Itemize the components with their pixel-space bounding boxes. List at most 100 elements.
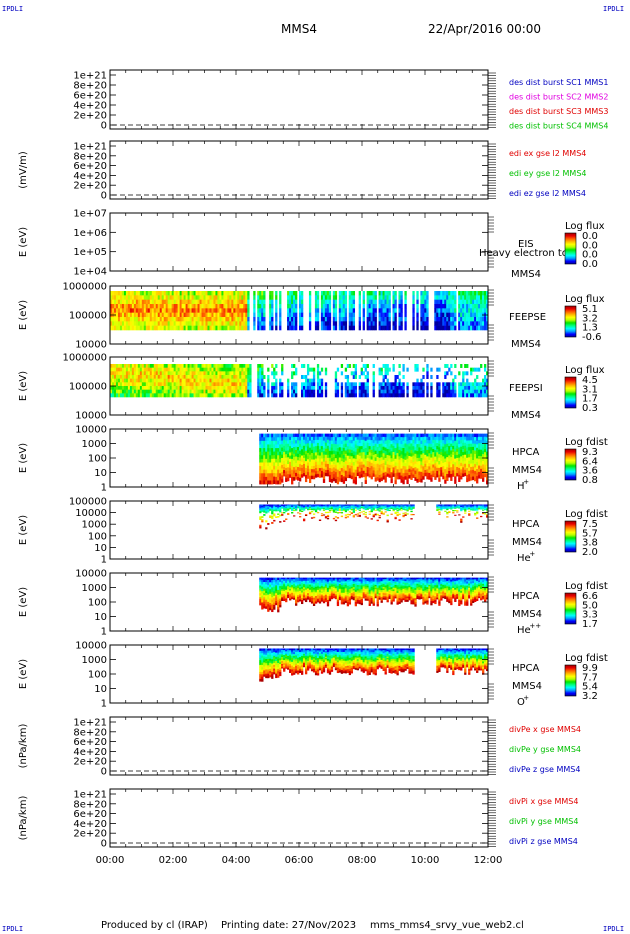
spectrogram-cell [364,386,367,390]
spectrogram-cell [115,295,119,300]
spectrogram-cell [163,364,167,368]
spectrogram-cell [464,299,467,305]
spectrogram-cell [356,445,359,449]
spectrogram-cell [239,312,242,318]
spectrogram-cell [143,325,147,331]
spectrogram-cell [350,472,354,476]
spectrogram-cell [139,312,143,318]
spectrogram-cell [149,393,153,398]
spectrogram-cell [472,308,475,313]
spectrogram-cell [464,364,467,368]
spectrogram-cell [350,382,354,387]
spectrogram-cell [285,457,288,462]
spectrogram-cell [442,325,445,331]
spectrogram-cell [470,463,473,468]
spectrogram-cell [137,393,141,398]
spectrogram-cell [322,514,326,516]
spectrogram-cell [438,467,441,472]
spectrogram-cell [312,507,316,510]
spectrogram-cell [468,325,471,331]
spectrogram-cell [299,304,302,309]
spectrogram-cell [462,433,465,438]
spectrogram-cell [153,367,157,372]
spectrogram-cell [328,321,332,326]
spectrogram-cell [289,452,292,456]
spectrogram-cell [400,325,403,331]
spectrogram-cell [157,304,161,309]
spectrogram-cell [219,325,222,331]
spectrogram-cell [261,504,264,507]
spectrogram-cell [189,295,192,300]
spectrogram-cell [392,439,395,444]
spectrogram-cell [432,442,435,447]
colorbar-tick-label: 1.3 [582,323,598,334]
spectrogram-cell [159,375,163,379]
spectrogram-cell [302,519,306,522]
spectrogram-cell [165,382,168,387]
spectrogram-cell [205,375,208,379]
spectrogram-cell [143,299,147,305]
spectrogram-cell [384,382,387,387]
spectrogram-cell [322,317,326,322]
spectrogram-cell [159,312,163,318]
spectrogram-cell [354,458,357,463]
spectrogram-cell [293,506,296,508]
spectrogram-cell [448,458,451,462]
spectrogram-cell [358,312,361,318]
spectrogram-cell [149,317,153,322]
spectrogram-cell [326,508,330,510]
spectrogram-cell [480,299,483,305]
spectrogram-cell [285,506,288,509]
spectrogram-cell [261,295,264,300]
spectrogram-cell [277,515,280,518]
spectrogram-cell [434,299,437,305]
spectrogram-cell [466,295,469,300]
spectrogram-cell [328,471,332,476]
spectrogram-cell [332,505,336,508]
spectrogram-cell [211,382,214,387]
spectrogram-cell [450,321,453,326]
spectrogram-cell [308,504,312,506]
spectrogram-cell [436,312,439,318]
spectrogram-cell [400,447,403,452]
spectrogram-cell [358,299,361,305]
spectrogram-cell [259,375,262,379]
spectrogram-cell [336,458,340,463]
spectrogram-cell [125,317,129,322]
spectrogram-cell [382,386,385,390]
spectrogram-cell [275,508,278,511]
spectrogram-cell [368,458,371,462]
spectrogram-cell [163,291,167,296]
spectrogram-cell [326,436,330,440]
spectrogram-cell [464,321,467,326]
spectrogram-cell [320,317,324,322]
spectrogram-cell [424,451,427,456]
spectrogram-cell [340,450,344,455]
spectrogram-cell [211,386,214,390]
spectrogram-cell [478,386,481,390]
spectrogram-cell [287,433,290,438]
spectrogram-cell [119,308,123,313]
spectrogram-cell [384,325,387,331]
spectrogram-cell [263,458,266,463]
spectrogram-cell [300,510,304,512]
spectrogram-cell [191,312,194,318]
spectrogram-cell [304,506,308,508]
spectrogram-cell [468,382,471,387]
spectrogram-cell [386,304,389,309]
spectrogram-cell [322,508,326,510]
colorbar-tick-label: -0.6 [582,332,602,343]
spectrogram-cell [299,312,302,318]
spectrogram-cell [159,317,163,322]
spectrogram-cell [384,312,387,318]
spectrogram-cell [139,389,143,394]
spectrogram-cell [356,436,359,440]
spectrogram-cell [472,436,475,441]
spectrogram-cell [203,325,206,331]
legend-entry: des dist burst SC3 MMS3 [509,107,608,116]
spectrogram-cell [247,375,250,379]
spectrogram-cell [366,463,369,468]
spectrogram-cell [135,375,139,379]
spectrogram-cell [388,446,391,450]
spectrogram-cell [358,436,361,441]
